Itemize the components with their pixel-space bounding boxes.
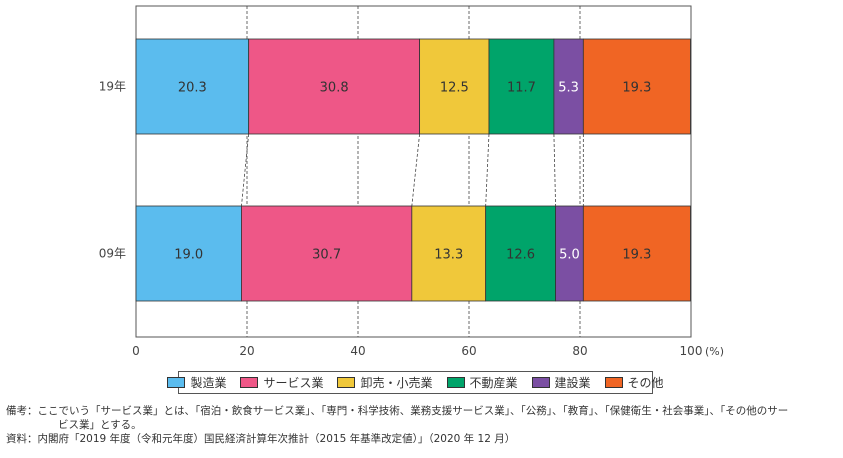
connector-line [411,133,421,207]
category-label: 19年 [99,80,126,94]
note-remarks: 備考：ここでいう「サービス業」とは、「宿泊・飲食サービス業」、「専門・科学技術、… [6,405,789,417]
legend-item: サービス業 [240,374,323,391]
x-tick-label: 100 [680,344,703,358]
legend-swatch [531,377,550,388]
bar-segment [248,38,421,135]
legend-label: サービス業 [263,376,324,390]
bar-segment [582,38,691,135]
legend-item: その他 [604,374,664,391]
stacked-bar-chart: 20.3 30.8 12.5 11.7 5.3 19.3 19.0 30.7 13.3 12.6 5… [99,5,724,358]
legend-label: 卸売・小売業 [360,376,433,390]
bar-segment [555,205,584,302]
category-label: 09年 [99,247,126,261]
x-tick-label: 80 [572,344,587,358]
legend-swatch [337,377,356,388]
legend-swatch [167,377,186,388]
note-source: 資料：内閣府「2019 年度（令和元年度）国民経済計算年次推計（2015 年基準… [6,433,516,445]
x-tick-label: 40 [350,344,365,358]
x-axis-ticks: 0 20 40 60 80 100 (%) [132,344,724,358]
data-label: 12.5 [440,81,469,96]
bar-segment [135,38,250,135]
footnotes: 備考：ここでいう「サービス業」とは、「宿泊・飲食サービス業」、「専門・科学技術、… [6,404,788,446]
legend-swatch [604,377,623,388]
connector-lines [241,133,584,207]
legend-item: 製造業 [167,374,226,391]
bar-segment [419,38,490,135]
data-label: 19.0 [174,248,203,263]
bar-segment [411,205,487,302]
category-labels: 19年 09年 [99,80,126,261]
bar-segments [135,38,691,302]
legend-swatch [446,377,465,388]
data-label: 5.0 [559,248,580,263]
legend-label: 建設業 [554,376,591,390]
connector-line [485,133,490,207]
plot-frame [135,5,692,338]
bar-segment [241,205,413,302]
legend-label: 不動産業 [469,376,518,390]
bar-segment [135,205,242,302]
x-tick-label: 60 [461,344,476,358]
legend-item: 不動産業 [446,374,518,391]
bar-segment [485,205,556,302]
legend-label: その他 [627,376,664,390]
data-label: 19.3 [622,81,651,96]
x-unit-label: (%) [705,345,724,358]
data-label: 12.6 [506,248,535,263]
x-tick-label: 20 [239,344,254,358]
note-remarks-cont: ビス業」とする。 [58,419,142,431]
legend-item: 卸売・小売業 [337,374,433,391]
connector-line [241,133,250,207]
data-label: 11.7 [507,81,536,96]
bar-segment [582,205,691,302]
data-label: 13.3 [434,248,463,263]
legend-item: 建設業 [531,374,591,391]
x-tick-label: 0 [132,344,140,358]
bar-segment [553,38,584,135]
data-labels: 20.3 30.8 12.5 11.7 5.3 19.3 19.0 30.7 13.3 12.6 5… [174,81,651,263]
data-label: 30.8 [320,81,349,96]
data-label: 20.3 [178,81,207,96]
connector-line [553,133,556,207]
data-label: 19.3 [622,248,651,263]
legend: 製造業 サービス業 卸売・小売業 不動産業 建設業 その他 [167,371,664,394]
data-label: 5.3 [558,81,579,96]
legend-swatch [240,377,259,388]
legend-label: 製造業 [190,376,227,390]
data-label: 30.7 [312,248,341,263]
